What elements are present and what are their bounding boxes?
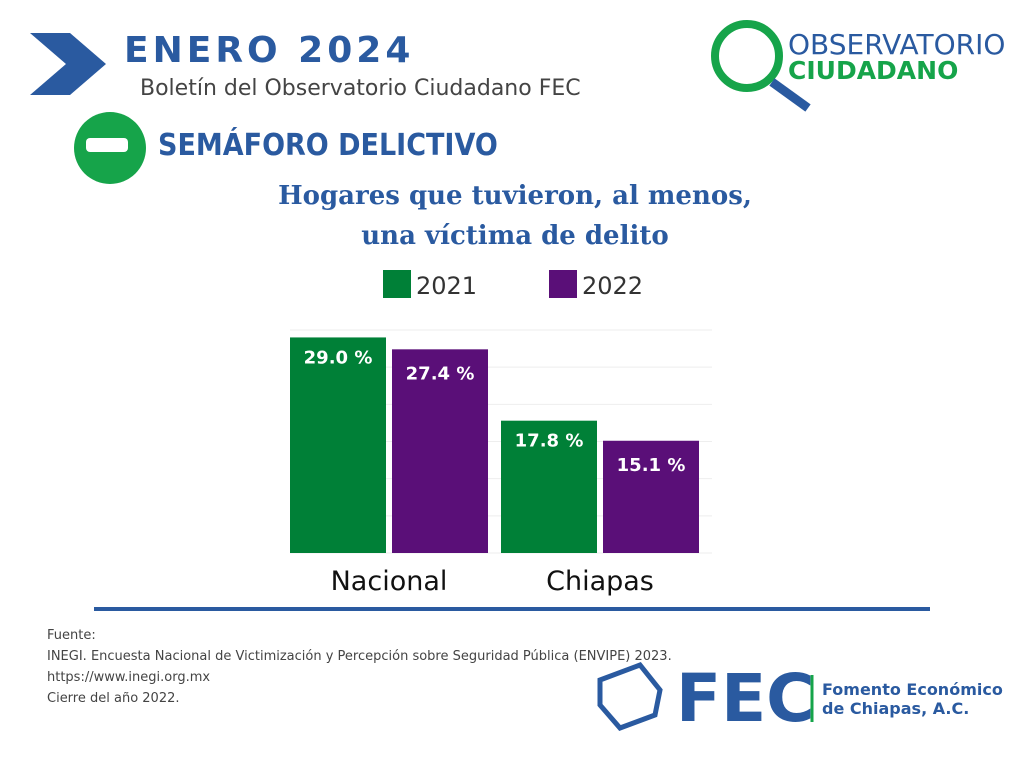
bar (603, 440, 699, 553)
x-tick-label: Chiapas (546, 566, 654, 597)
source: Fuente: INEGI. Encuesta Nacional de Victi… (47, 625, 672, 709)
value-label: 27.4 % (406, 363, 475, 384)
legend-label: 2022 (582, 272, 643, 300)
source-line: Cierre del año 2022. (47, 691, 180, 706)
source-line: https://www.inegi.org.mx (47, 670, 211, 685)
chiapas-map (597, 662, 663, 731)
bar (392, 349, 488, 553)
source-line: INEGI. Encuesta Nacional de Victimizació… (47, 649, 672, 664)
value-label: 15.1 % (617, 455, 686, 476)
brand-name: Fomento Económico de Chiapas, A.C. (822, 680, 1003, 718)
legend-label: 2021 (416, 272, 477, 300)
magnifier (711, 20, 783, 92)
arrow-icon (30, 33, 106, 95)
bar (290, 337, 386, 553)
magnifier-handle (769, 78, 811, 112)
logo-bottom: CIUDADANO (788, 56, 959, 85)
section-title: SEMÁFORO DELICTIVO (158, 128, 498, 163)
x-tick-label: Nacional (331, 566, 448, 597)
logo-top: OBSERVATORIO (788, 28, 1006, 61)
legend-swatch (549, 270, 577, 298)
chart-title: Hogares que tuvieron, al menos, una víct… (278, 181, 752, 251)
month: ENERO 2024 (124, 30, 415, 71)
value-label: 17.8 % (515, 431, 584, 452)
bar (501, 420, 597, 553)
value-label: 29.0 % (304, 347, 373, 368)
brand: FEC (676, 660, 815, 737)
source-line: Fuente: (47, 628, 96, 643)
legend-swatch (383, 270, 411, 298)
brand-name-line: de Chiapas, A.C. (822, 699, 970, 718)
brand-name-line: Fomento Económico (822, 680, 1003, 699)
subtitle: Boletín del Observatorio Ciudadano FEC (140, 76, 581, 101)
hand-shape (86, 138, 128, 152)
